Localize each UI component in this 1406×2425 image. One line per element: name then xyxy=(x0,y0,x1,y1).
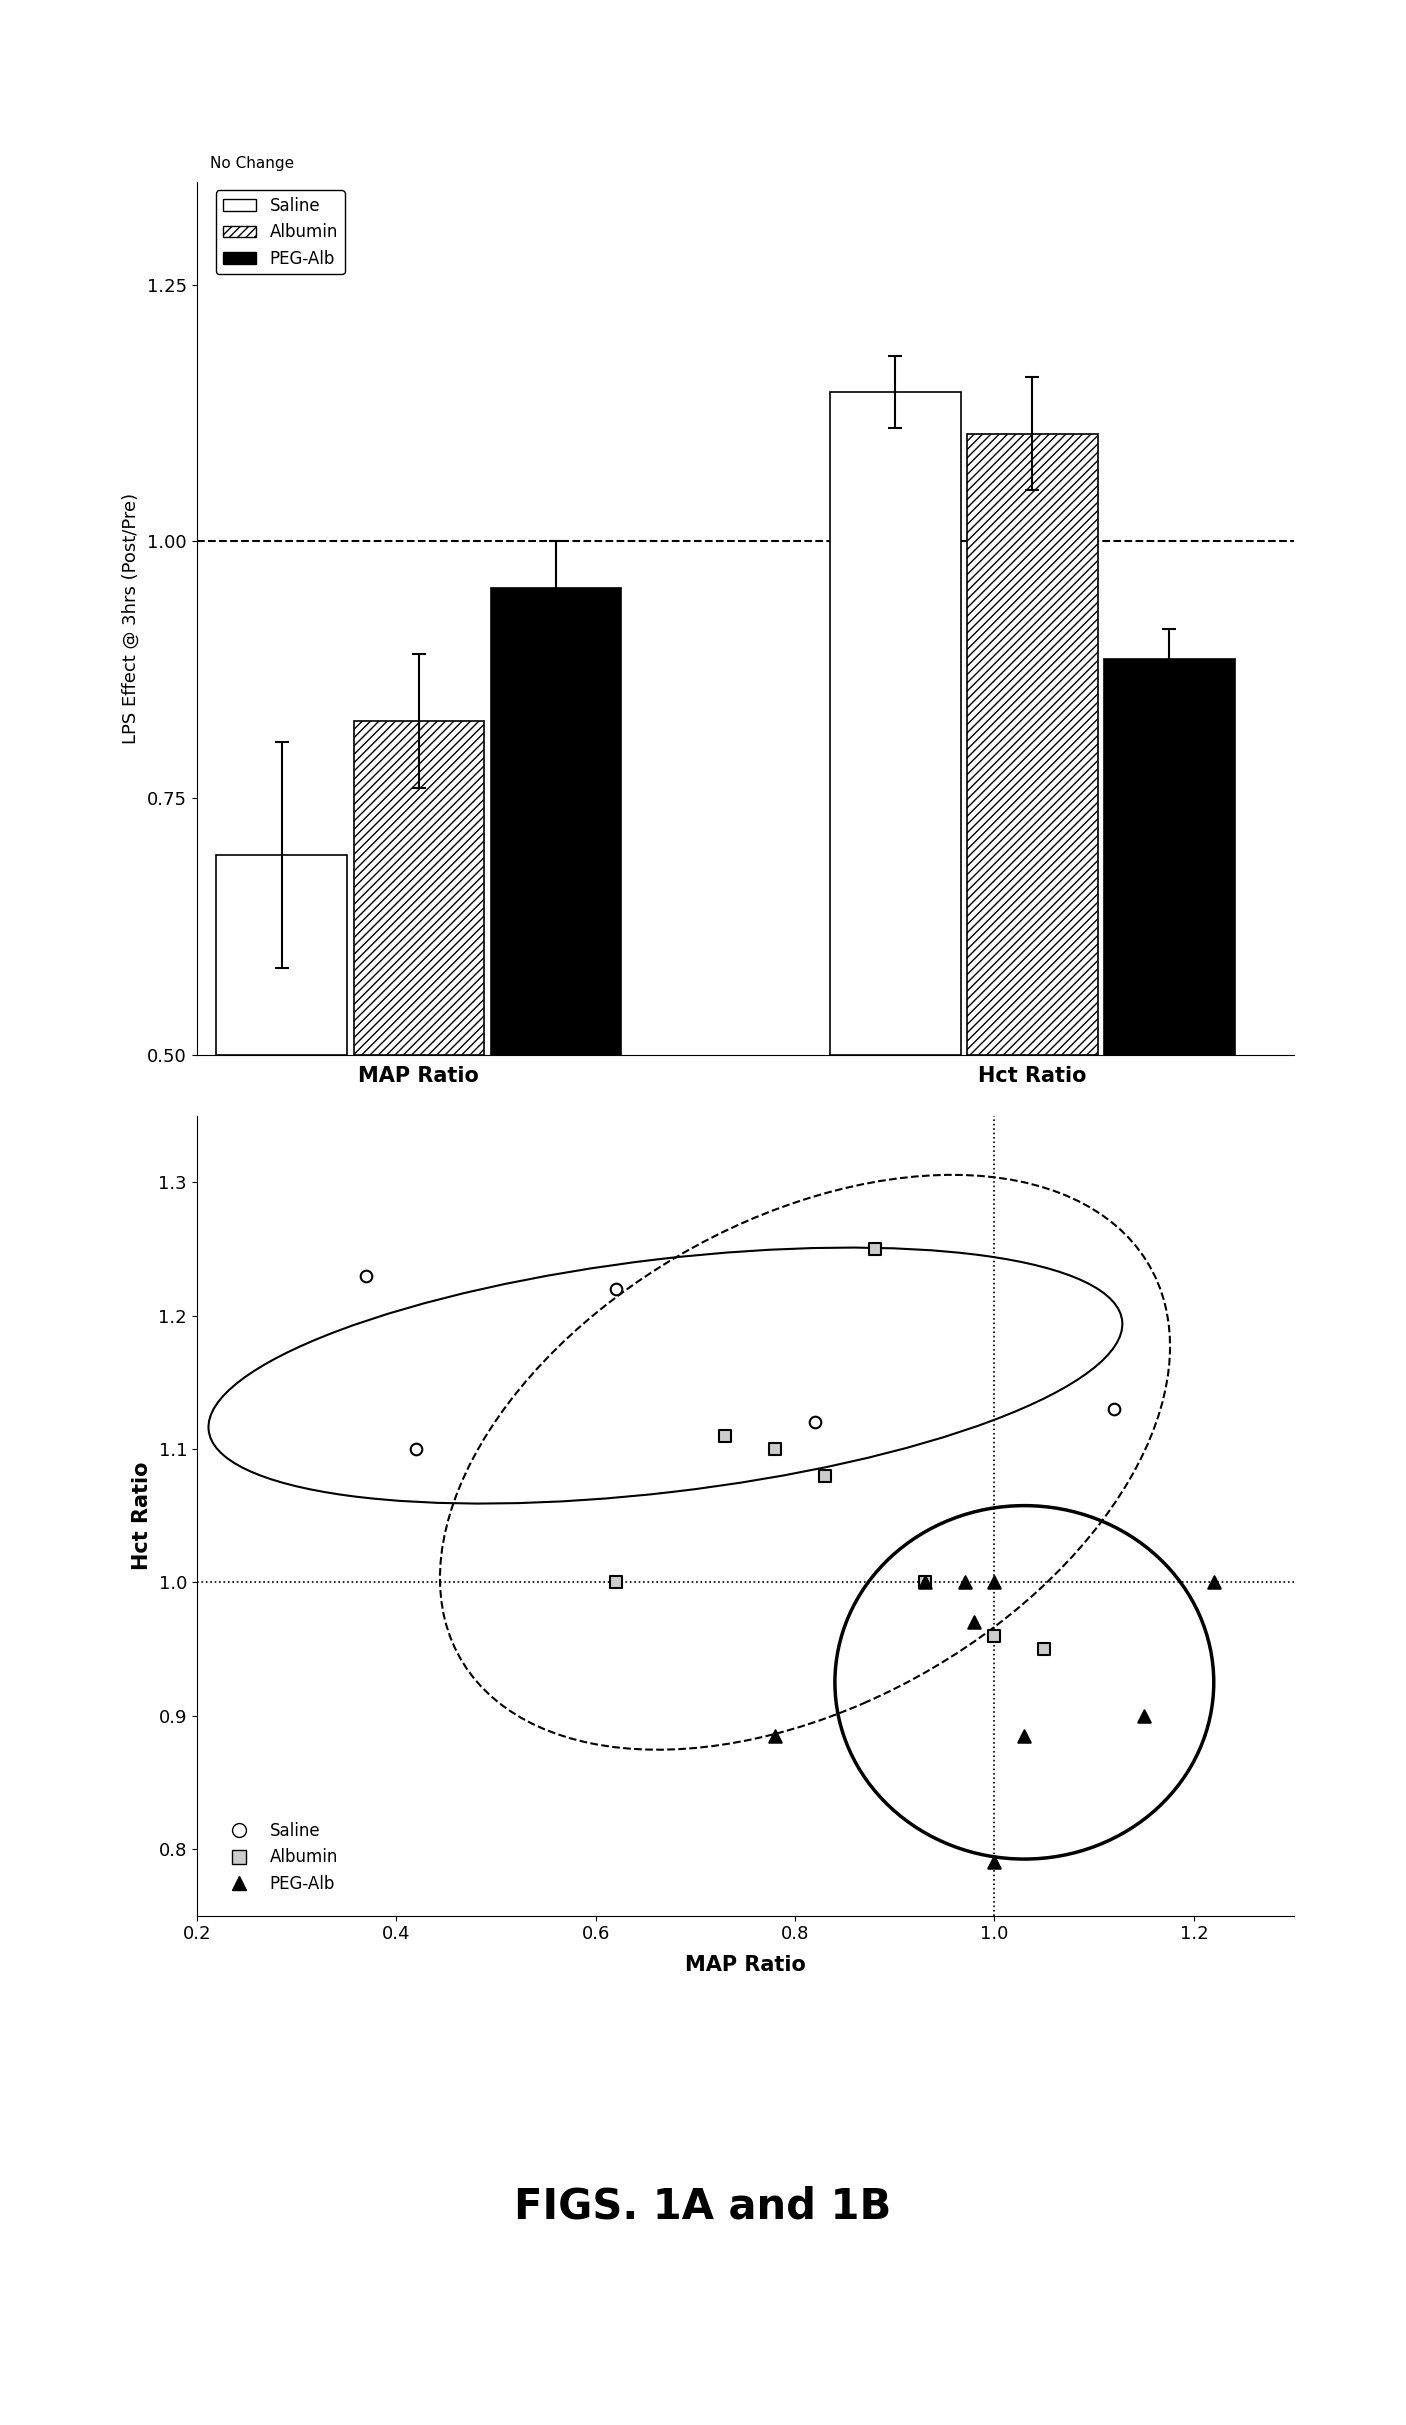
Bar xyxy=(1104,660,1234,1055)
Legend: Saline, Albumin, PEG-Alb: Saline, Albumin, PEG-Alb xyxy=(217,1816,344,1899)
Bar xyxy=(491,587,621,1055)
Point xyxy=(356,1256,378,1295)
Text: FIGS. 1A and 1B: FIGS. 1A and 1B xyxy=(515,2185,891,2229)
Point xyxy=(763,1717,786,1756)
Y-axis label: Hct Ratio: Hct Ratio xyxy=(132,1462,152,1569)
Point xyxy=(1202,1564,1225,1603)
Point xyxy=(914,1564,936,1603)
Point xyxy=(714,1416,737,1455)
Point xyxy=(405,1431,427,1470)
X-axis label: MAP Ratio: MAP Ratio xyxy=(685,1955,806,1974)
Bar xyxy=(217,854,347,1055)
Bar xyxy=(830,393,960,1055)
Point xyxy=(605,1564,627,1603)
Point xyxy=(914,1564,936,1603)
Point xyxy=(1102,1390,1125,1428)
Bar xyxy=(353,720,484,1055)
Point xyxy=(963,1603,986,1642)
Point xyxy=(1033,1630,1056,1668)
Point xyxy=(763,1431,786,1470)
Y-axis label: LPS Effect @ 3hrs (Post/Pre): LPS Effect @ 3hrs (Post/Pre) xyxy=(122,492,141,744)
Point xyxy=(605,1271,627,1310)
Point xyxy=(983,1843,1005,1882)
Point xyxy=(814,1455,837,1494)
Legend: Saline, Albumin, PEG-Alb: Saline, Albumin, PEG-Alb xyxy=(217,189,344,274)
Point xyxy=(1014,1717,1036,1756)
Point xyxy=(983,1617,1005,1656)
Bar xyxy=(967,434,1098,1055)
Point xyxy=(983,1564,1005,1603)
Point xyxy=(1133,1698,1156,1736)
Point xyxy=(804,1402,827,1440)
Point xyxy=(863,1229,886,1268)
Point xyxy=(953,1564,976,1603)
Text: No Change: No Change xyxy=(209,155,294,172)
